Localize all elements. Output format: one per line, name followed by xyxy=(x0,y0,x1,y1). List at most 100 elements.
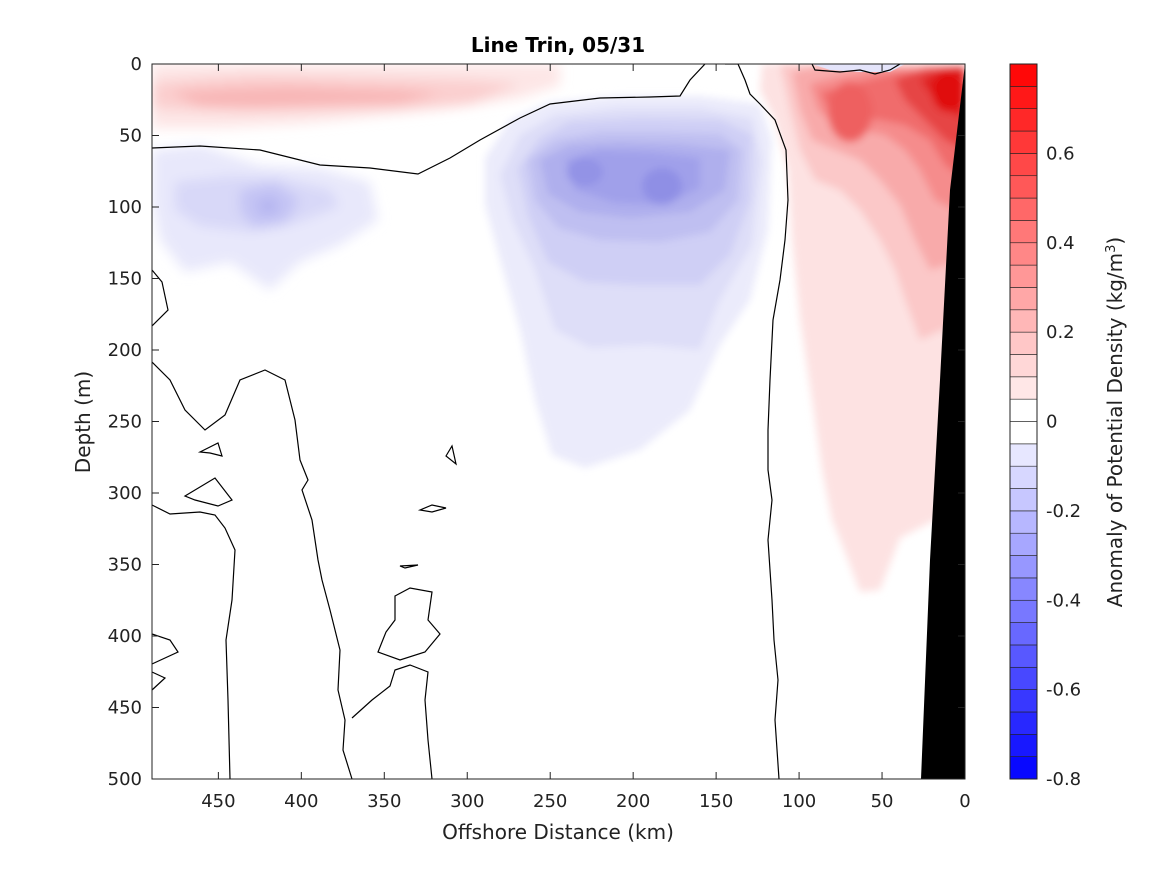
x-tick-label: 450 xyxy=(201,791,235,812)
region-negative-lens xyxy=(152,145,378,290)
colorbar-level xyxy=(1009,689,1038,713)
y-axis-ticks: 0 50 100 150 200 250 300 350 400 450 500 xyxy=(108,54,965,790)
colorbar-frame xyxy=(1009,63,1038,780)
colorbar-tick-label: -0.6 xyxy=(1046,680,1081,701)
colorbar-tick-label: 0.4 xyxy=(1046,233,1075,254)
colorbar-level xyxy=(1009,63,1038,87)
colorbar-level xyxy=(1009,130,1038,154)
y-tick-label: 150 xyxy=(108,269,142,290)
colorbar-level xyxy=(1009,309,1038,333)
x-axis-ticks: 450 400 350 300 250 200 150 100 50 0 xyxy=(201,64,971,812)
y-tick-label: 450 xyxy=(108,698,142,719)
colorbar-label-sup: 3 xyxy=(1104,245,1119,253)
eddy-core-west xyxy=(567,158,603,186)
colorbar-level xyxy=(1009,443,1038,467)
contour-deep-west-2 xyxy=(152,504,236,779)
contour-left-lower-2 xyxy=(152,671,167,691)
x-tick-label: 150 xyxy=(699,791,733,812)
contour-left-lower xyxy=(152,633,179,665)
near-blob-70km xyxy=(828,82,872,142)
colorbar-level xyxy=(1009,599,1038,623)
colorbar-level xyxy=(1009,666,1038,690)
colorbar-tick-label: -0.8 xyxy=(1046,769,1081,790)
colorbar-level xyxy=(1009,220,1038,244)
region-surface-positive-offshore xyxy=(152,64,560,128)
x-tick-label: 400 xyxy=(284,791,318,812)
y-tick-label: 250 xyxy=(108,412,142,433)
y-tick-label: 50 xyxy=(119,126,142,147)
colorbar-level xyxy=(1009,711,1038,735)
colorbar-tick-label: 0.6 xyxy=(1046,143,1075,164)
colorbar-label: Anomaly of Potential Density (kg/m3) xyxy=(1103,237,1127,607)
contour-loop-5 xyxy=(399,564,419,569)
colorbar-level xyxy=(1009,264,1038,288)
colorbar-level xyxy=(1009,510,1038,534)
colorbar-tick-label: -0.4 xyxy=(1046,590,1081,611)
plot-area: 450 400 350 300 250 200 150 100 50 0 050100150200… xyxy=(108,54,971,812)
colorbar-tick-label: 0.2 xyxy=(1046,322,1075,343)
region-positive-nearshore xyxy=(760,64,965,592)
contour-left-edge xyxy=(152,269,169,327)
colorbar-label-end: ) xyxy=(1103,237,1127,245)
x-tick-label: 300 xyxy=(450,791,484,812)
y-axis-label: Depth (m) xyxy=(71,371,95,473)
colorbar-level xyxy=(1009,756,1038,780)
colorbar-level xyxy=(1009,398,1038,422)
colorbar-level xyxy=(1009,465,1038,489)
contour-loop-1 xyxy=(197,442,223,457)
y-tick-label: 500 xyxy=(108,769,142,790)
bottom-topography xyxy=(921,64,965,779)
x-axis-label: Offshore Distance (km) xyxy=(442,820,674,844)
lens-spot xyxy=(258,198,278,214)
colorbar-level xyxy=(1009,331,1038,355)
eddy-core-east xyxy=(642,168,682,204)
y-tick-label: 300 xyxy=(108,483,142,504)
colorbar-tick-label: 0 xyxy=(1046,412,1057,433)
contour-surface-band xyxy=(152,64,706,175)
colorbar-level xyxy=(1009,421,1038,445)
y-tick-label: 0 xyxy=(131,54,142,75)
y-tick-label: 200 xyxy=(108,340,142,361)
zero-contours xyxy=(152,64,901,779)
colorbar-level xyxy=(1009,108,1038,132)
y-tick-label: 350 xyxy=(108,555,142,576)
near-core xyxy=(932,72,964,112)
x-tick-label: 350 xyxy=(367,791,401,812)
colorbar-label-main: Anomaly of Potential Density (kg/m xyxy=(1103,253,1127,607)
colorbar-level xyxy=(1009,734,1038,757)
colorbar-level xyxy=(1009,644,1038,668)
contour-loop-2 xyxy=(183,477,233,507)
contour-eddy-east xyxy=(725,64,789,779)
y-tick-label: 100 xyxy=(108,197,142,218)
contour-loop-6 xyxy=(377,587,441,661)
colorbar-level xyxy=(1009,242,1038,266)
contour-loop-4 xyxy=(417,504,447,513)
colorbar-level xyxy=(1009,622,1038,646)
colorbar-level xyxy=(1009,488,1038,512)
surface-band-core xyxy=(170,86,440,108)
chart-title: Line Trin, 05/31 xyxy=(471,33,645,57)
colorbar-level xyxy=(1009,153,1038,177)
colorbar-level xyxy=(1009,354,1038,378)
colorbar-ticks: 0.6 0.4 0.2 0 -0.2 -0.4 -0.6 -0.8 xyxy=(1046,143,1081,790)
contour-deep-west xyxy=(152,361,353,779)
colorbar-level xyxy=(1009,577,1038,601)
colorbar-levels xyxy=(1009,63,1038,780)
colorbar-level xyxy=(1009,175,1038,199)
colorbar-level xyxy=(1009,532,1038,556)
colorbar-tick-label: -0.2 xyxy=(1046,501,1081,522)
y-tick-label: 400 xyxy=(108,626,142,647)
colorbar: 0.6 0.4 0.2 0 -0.2 -0.4 -0.6 -0.8 Anomaly of Po… xyxy=(1009,63,1127,790)
colorbar-level xyxy=(1009,287,1038,311)
x-tick-label: 200 xyxy=(616,791,650,812)
x-tick-label: 250 xyxy=(533,791,567,812)
contour-loop-3 xyxy=(445,444,457,466)
x-tick-label: 0 xyxy=(959,791,970,812)
colorbar-level xyxy=(1009,86,1038,109)
x-tick-label: 50 xyxy=(871,791,894,812)
colorbar-level xyxy=(1009,376,1038,400)
density-fields xyxy=(152,64,965,779)
colorbar-level xyxy=(1009,197,1038,221)
contour-near-surface-patch xyxy=(811,64,901,75)
